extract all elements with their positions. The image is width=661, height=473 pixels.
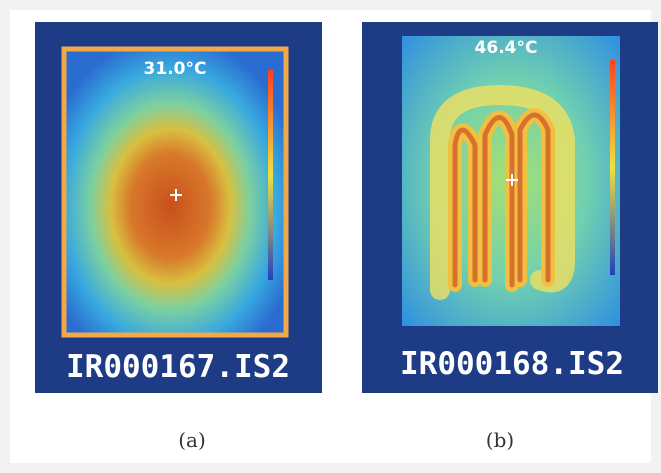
temperature: 31.0°C xyxy=(144,59,207,79)
color-scale xyxy=(610,60,615,275)
caption: (b) xyxy=(486,428,514,452)
figure: 31.0°C IR000167.IS2 (a) 46.4°C IR000168.… xyxy=(0,0,661,473)
filename: IR000168.IS2 xyxy=(400,346,624,382)
filename: IR000167.IS2 xyxy=(66,349,290,385)
temperature: 46.4°C xyxy=(475,38,538,58)
color-scale xyxy=(268,70,273,280)
panel-b: 46.4°C IR000168.IS2 (b) xyxy=(362,22,658,452)
caption: (a) xyxy=(178,428,206,452)
panel-a: 31.0°C IR000167.IS2 (a) xyxy=(35,22,322,452)
